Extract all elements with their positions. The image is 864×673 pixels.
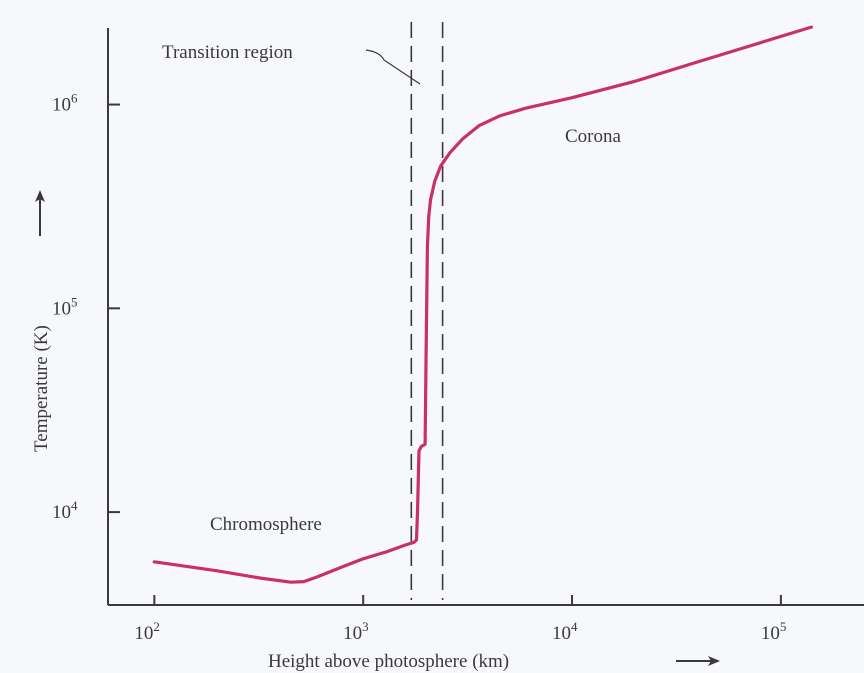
x-tick-label: 102 <box>134 619 160 644</box>
y-tick-label: 104 <box>52 498 78 523</box>
x-axis-title: Height above photosphere (km) <box>268 651 509 672</box>
y-tick-label: 106 <box>52 91 78 116</box>
corona-label: Corona <box>565 126 622 147</box>
x-tick-label: 104 <box>552 619 578 644</box>
x-tick-label: 105 <box>761 619 787 644</box>
y-tick-label: 105 <box>52 294 78 319</box>
chromosphere-label: Chromosphere <box>210 514 322 535</box>
temperature-curve <box>154 27 811 582</box>
y-axis-title: Temperature (K) <box>31 325 52 452</box>
x-tick-label: 103 <box>343 619 369 644</box>
transition-region-label: Transition region <box>162 42 293 63</box>
